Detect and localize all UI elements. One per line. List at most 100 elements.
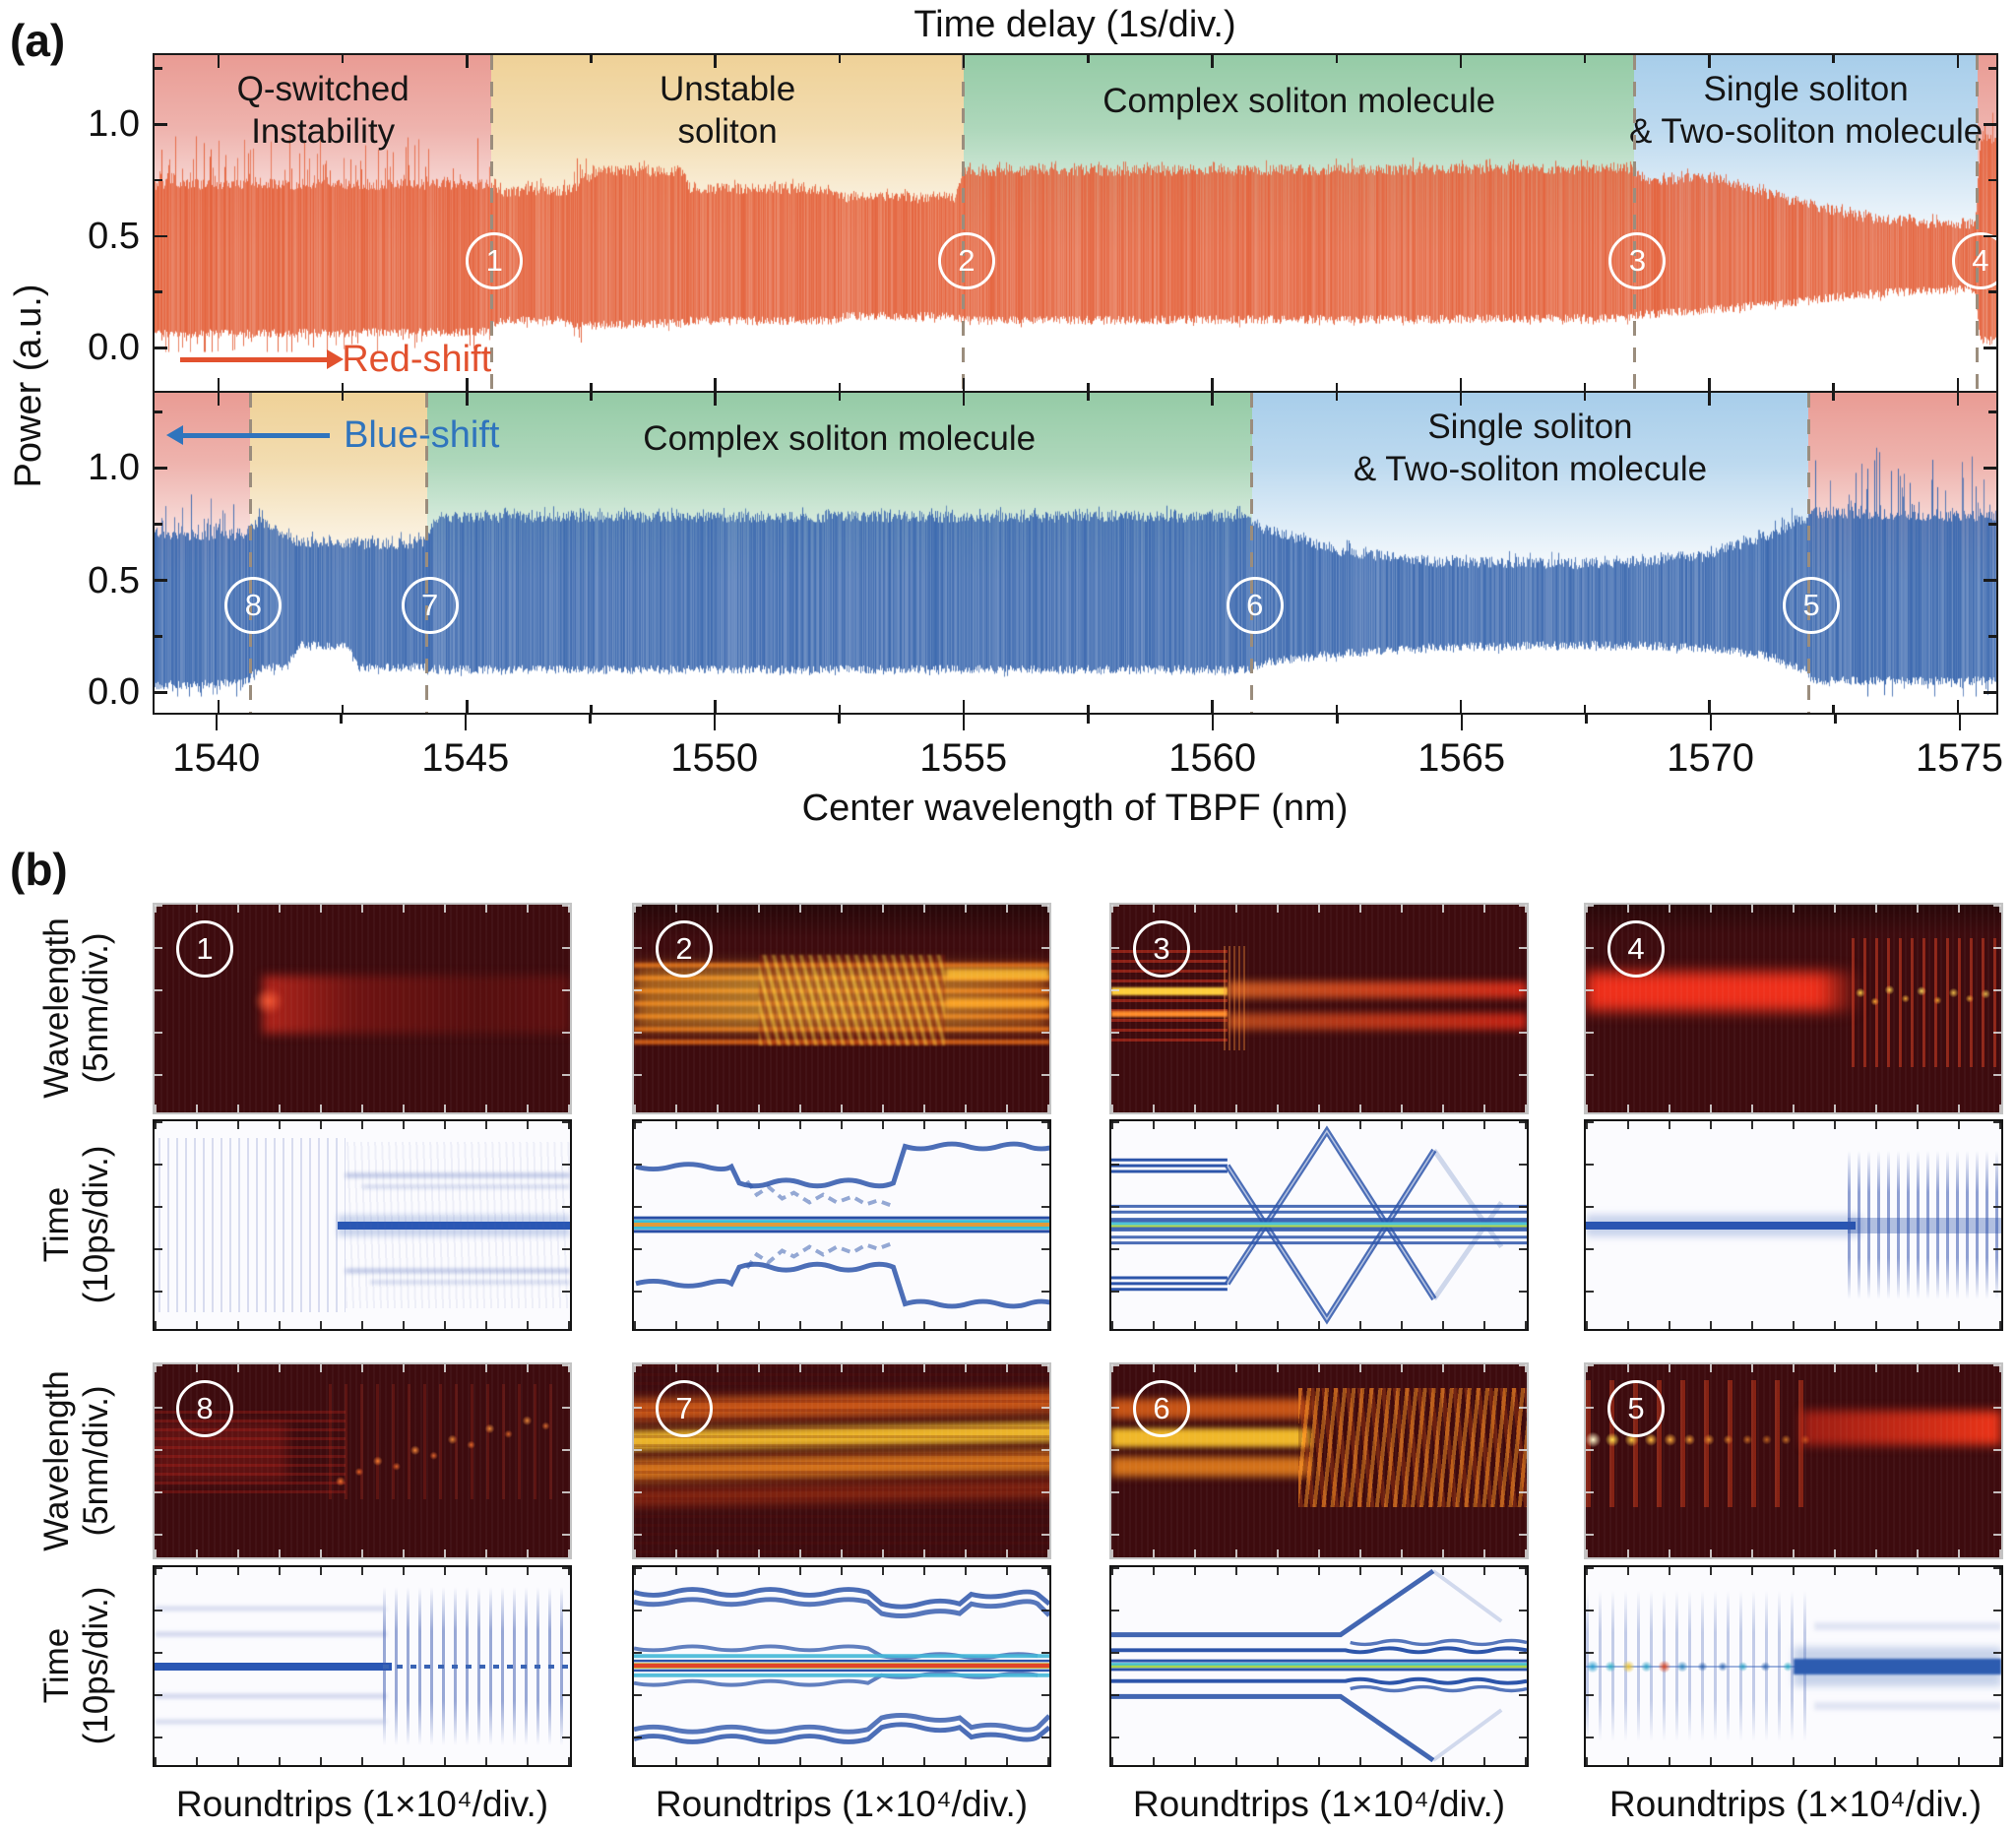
axis-tick [1984,467,1996,470]
axis-tick [155,290,162,293]
x-axis-tick [340,715,343,724]
ticks [1519,905,1527,1112]
ticks [1111,1567,1527,1575]
axis-tick [963,393,966,406]
panel-number-badge: 3 [1133,920,1190,978]
x-axis-tick [838,715,841,724]
axis-tick [839,383,842,391]
ticks [634,905,642,1112]
ticks [634,1121,642,1329]
axis-tick [218,393,220,406]
trace-svg [1111,1567,1527,1765]
transition-dashed-line [1250,393,1253,713]
texture [346,1142,570,1308]
axis-tick [590,705,593,713]
transition-dashed-line [1807,393,1810,713]
transition-marker-6: 6 [1227,577,1284,634]
x-axis-tick [1834,715,1837,724]
main-trace [1586,1222,1856,1230]
center-dots [1586,1658,1810,1675]
x-axis-tick [1959,715,1962,730]
ticks [1111,1121,1527,1129]
axis-tick [839,705,842,713]
panel-b-label: (b) [10,843,68,896]
ticks [634,1567,642,1765]
top-axis-title: Time delay (1s/div.) [914,4,1235,46]
panel-number-badge: 2 [656,920,713,978]
axis-tick [1584,55,1587,63]
time-evolution-2 [632,1119,1051,1331]
axis-tick [1832,705,1835,713]
y-tick-label: 1.0 [51,102,140,146]
trace-svg [634,1121,1049,1329]
transition-dashed-line [1633,55,1636,391]
axis-tick [1988,523,1996,526]
axis-tick [466,378,469,391]
axis-tick [1211,378,1214,391]
ticks [155,1121,570,1129]
axis-tick [1087,393,1090,401]
ticks [634,905,1049,913]
ticks [1111,1757,1527,1765]
trace-svg [634,1567,1049,1765]
axis-tick [1984,235,1996,238]
axis-tick [1584,705,1587,713]
axis-tick [218,700,220,713]
axis-tick [155,691,167,694]
dotted-trace [383,1665,570,1669]
ticks [1519,1567,1527,1765]
ticks [1041,1364,1049,1557]
axis-tick [342,705,345,713]
time-evolution-7 [632,1565,1051,1767]
region-label: Complex soliton molecule [1102,81,1495,123]
y-tick-label: 0.5 [51,559,140,602]
axis-tick [342,55,345,63]
ticks [1586,1121,1594,1329]
x-axis-tick [216,715,219,730]
ticks [1993,1567,2001,1765]
axis-tick [342,383,345,391]
ticks [634,1121,1049,1129]
x-axis-tick [1087,715,1090,724]
axis-tick [155,347,167,349]
ticks [155,905,570,913]
row2-time-axis-label: Time (10ps/div.) [37,1587,117,1745]
red-shift-annotation: Red-shift [180,339,491,381]
y-tick-label: 1.0 [51,446,140,489]
row1-wavelength-axis-label: Wavelength (5nm/div.) [37,917,117,1099]
left-arrow-icon [182,433,330,438]
axis-tick [1087,705,1090,713]
x-tick-label: 1570 [1667,736,1754,781]
ticks [155,1321,570,1329]
axis-tick [1460,55,1463,68]
side-trace [155,1694,387,1698]
axis-tick [1984,691,1996,694]
time-evolution-6 [1109,1565,1529,1767]
roundtrips-label-col1: Roundtrips (1×10⁴/div.) [176,1784,548,1825]
axis-tick [218,55,220,68]
x-axis-ticks [153,715,1998,734]
red-shift-scan-panel: Red-shift Q-switched Instability Unstable s… [153,53,1998,391]
time-evolution-4 [1584,1119,2003,1331]
ticks [634,1364,642,1557]
axis-tick [1336,383,1339,391]
ticks [1041,1567,1049,1765]
x-tick-label: 1550 [670,736,758,781]
y-tick-label: 0.0 [51,670,140,714]
ticks [1111,905,1527,913]
axis-tick [1984,123,1996,126]
ticks [155,1364,162,1557]
spectrogram-map-1: 1 [153,903,572,1114]
x-axis-tick [963,715,966,730]
region-label: Single soliton & Two-soliton molecule [1354,407,1707,490]
main-trace [1794,1659,2001,1674]
ticks [1519,1364,1527,1557]
ticks [562,1121,570,1329]
region-label: Single soliton & Two-soliton molecule [1629,69,1983,153]
axis-tick [1336,393,1339,401]
row2-wavelength-axis-label: Wavelength (5nm/div.) [37,1370,117,1551]
y-tick-label: 0.5 [51,215,140,258]
side-trace [155,1607,387,1611]
axis-tick [218,378,220,391]
ticks [634,1757,1049,1765]
